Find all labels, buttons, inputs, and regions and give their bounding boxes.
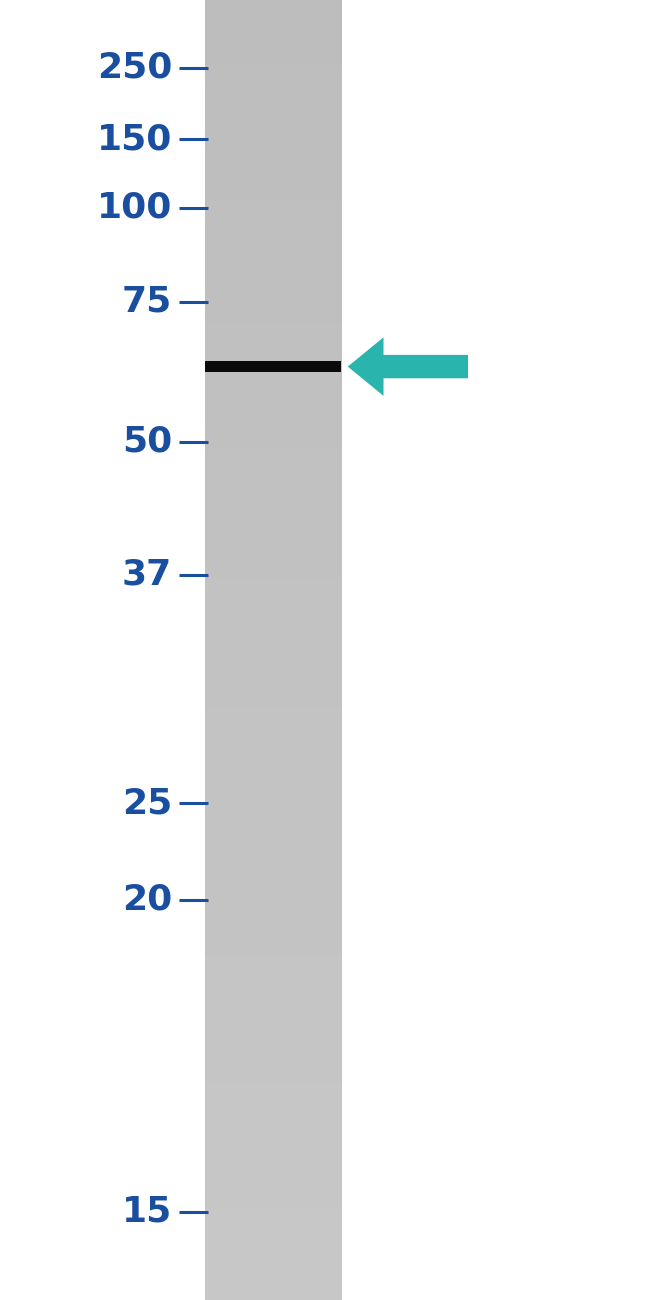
Text: 20: 20: [122, 883, 172, 916]
Bar: [205, 361, 341, 372]
Text: 50: 50: [122, 425, 172, 459]
Text: 25: 25: [122, 786, 172, 820]
Text: 15: 15: [122, 1195, 172, 1228]
Text: 75: 75: [122, 285, 172, 318]
Text: 250: 250: [97, 51, 172, 84]
FancyArrow shape: [348, 338, 468, 395]
Text: 150: 150: [97, 122, 172, 156]
Text: 37: 37: [122, 558, 172, 592]
Text: 100: 100: [97, 191, 172, 225]
